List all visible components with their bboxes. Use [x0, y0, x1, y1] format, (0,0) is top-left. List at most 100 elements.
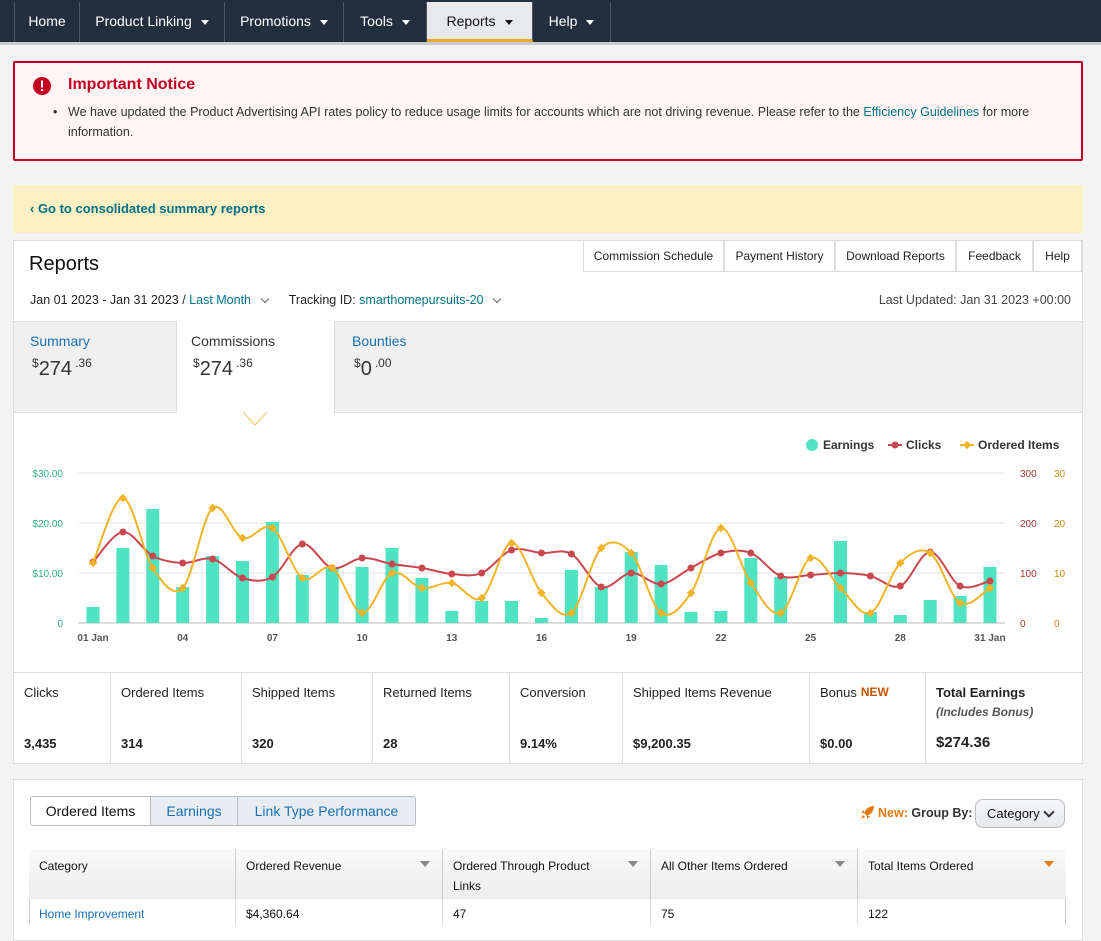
detail-tab[interactable]: Earnings: [151, 796, 238, 826]
report-button[interactable]: Commission Schedule: [583, 241, 724, 272]
point: [298, 540, 306, 548]
group-by: New: Group By:: [878, 806, 972, 820]
bar: [624, 552, 638, 623]
summary-tab-name[interactable]: Summary: [30, 333, 90, 349]
bar: [535, 618, 548, 623]
y-tick-label: $30.00: [32, 469, 63, 480]
nav-item[interactable]: Reports: [427, 2, 533, 42]
point: [717, 549, 725, 557]
new-label: New:: [878, 806, 908, 820]
amount-fraction: .36: [236, 356, 253, 370]
currency: $: [32, 356, 39, 370]
x-tick-label: 22: [715, 633, 727, 644]
table-header: Total Items Ordered: [858, 849, 1066, 899]
notice-text-before: We have updated the Product Advertising …: [68, 105, 864, 119]
bar: [355, 567, 369, 623]
summary-amount: $274.36: [193, 356, 253, 381]
nav-item[interactable]: Product Linking: [80, 2, 225, 42]
detail-tab[interactable]: Ordered Items: [30, 796, 151, 826]
detail-tab[interactable]: Link Type Performance: [238, 796, 416, 826]
table-header: All Other Items Ordered: [651, 849, 858, 899]
date-range: Jan 01 2023 - Jan 31 2023 /: [30, 293, 186, 307]
stat-cell: Total Earnings (Includes Bonus) $274.36: [926, 673, 1082, 763]
point: [837, 569, 844, 577]
point: [807, 571, 815, 579]
report-button[interactable]: Payment History: [724, 241, 835, 272]
stat-value: 3,435: [24, 736, 57, 751]
table-header: Ordered Through Product Links: [443, 849, 651, 899]
stat-cell: Returned Items 28: [373, 673, 510, 763]
y2-tick-label: 200: [1020, 519, 1037, 530]
stat-label: Shipped Items Revenue: [633, 685, 772, 700]
nav-label: Home: [28, 13, 66, 29]
notice-link[interactable]: Efficiency Guidelines: [863, 105, 980, 119]
bar: [744, 558, 758, 623]
caret: [401, 19, 410, 25]
nav-label: Tools: [360, 13, 393, 29]
legend-marker: [806, 439, 818, 451]
y2-tick-label: 100: [1020, 569, 1037, 580]
bar: [206, 556, 220, 623]
nav-item[interactable]: Help: [533, 2, 611, 42]
header-text: Category: [39, 859, 88, 873]
point: [687, 564, 695, 572]
report-button[interactable]: Help: [1033, 241, 1082, 272]
active-summary-tab: [176, 321, 335, 413]
point: [448, 570, 456, 578]
point: [209, 555, 217, 563]
nav-label: Promotions: [240, 13, 311, 29]
group-by-select[interactable]: Category: [975, 799, 1065, 828]
legend-label: Earnings: [823, 438, 875, 452]
stat-label: Conversion: [520, 685, 586, 700]
back-banner: ‹ Go to consolidated summary reports: [13, 185, 1083, 233]
stat-label: Bonus NEW: [820, 685, 889, 700]
x-tick-label: 19: [626, 633, 638, 644]
bar: [505, 601, 519, 623]
tracking-id[interactable]: smarthomepursuits-20: [359, 293, 484, 307]
point: [149, 552, 157, 560]
y2-tick-label: 300: [1020, 469, 1037, 480]
report-button[interactable]: Download Reports: [835, 241, 956, 272]
x-tick-label: 07: [267, 633, 279, 644]
summary-amount: $274.36: [32, 356, 92, 381]
nav-item[interactable]: Home: [14, 2, 80, 42]
bar: [176, 587, 190, 623]
table-cell[interactable]: Home Improvement: [29, 899, 236, 925]
bar: [415, 578, 429, 623]
stat-value: $274.36: [936, 734, 991, 751]
back-link[interactable]: ‹ Go to consolidated summary reports: [30, 201, 266, 216]
summary-tab-name[interactable]: Commissions: [191, 333, 276, 349]
stat-label: Clicks: [24, 685, 59, 700]
tracking-label: Tracking ID:: [288, 293, 356, 307]
sort-icon: [628, 861, 638, 867]
bar: [684, 612, 698, 623]
point: [567, 550, 575, 558]
bar: [265, 522, 279, 623]
stat-cell: Clicks 3,435: [14, 673, 111, 763]
point: [388, 560, 396, 568]
summary-tab-name[interactable]: Bounties: [352, 333, 407, 349]
stat-value: $0.00: [820, 736, 853, 751]
stat-value: $9,200.35: [633, 736, 691, 751]
stat-value: 320: [252, 736, 274, 751]
stat-label: Shipped Items: [252, 685, 335, 700]
point: [597, 583, 605, 591]
nav-item[interactable]: Tools: [344, 2, 427, 42]
stat-label-text: Conversion: [520, 685, 586, 700]
table-cell: 47: [443, 899, 651, 925]
caret: [586, 19, 595, 25]
point: [507, 538, 516, 548]
point: [268, 523, 277, 533]
table-cell: $4,360.64: [236, 899, 443, 925]
stat-value: 28: [383, 736, 398, 751]
point: [239, 574, 246, 582]
period-link[interactable]: Last Month: [189, 293, 252, 307]
x-tick-label: 04: [177, 633, 189, 644]
nav-label: Reports: [446, 13, 496, 29]
bar: [834, 541, 847, 623]
x-tick-label: 16: [536, 633, 548, 644]
nav-item[interactable]: Promotions: [225, 2, 344, 42]
report-button[interactable]: Feedback: [956, 241, 1033, 272]
date-row: Jan 01 2023 - Jan 31 2023 / Last Month T…: [30, 293, 502, 307]
